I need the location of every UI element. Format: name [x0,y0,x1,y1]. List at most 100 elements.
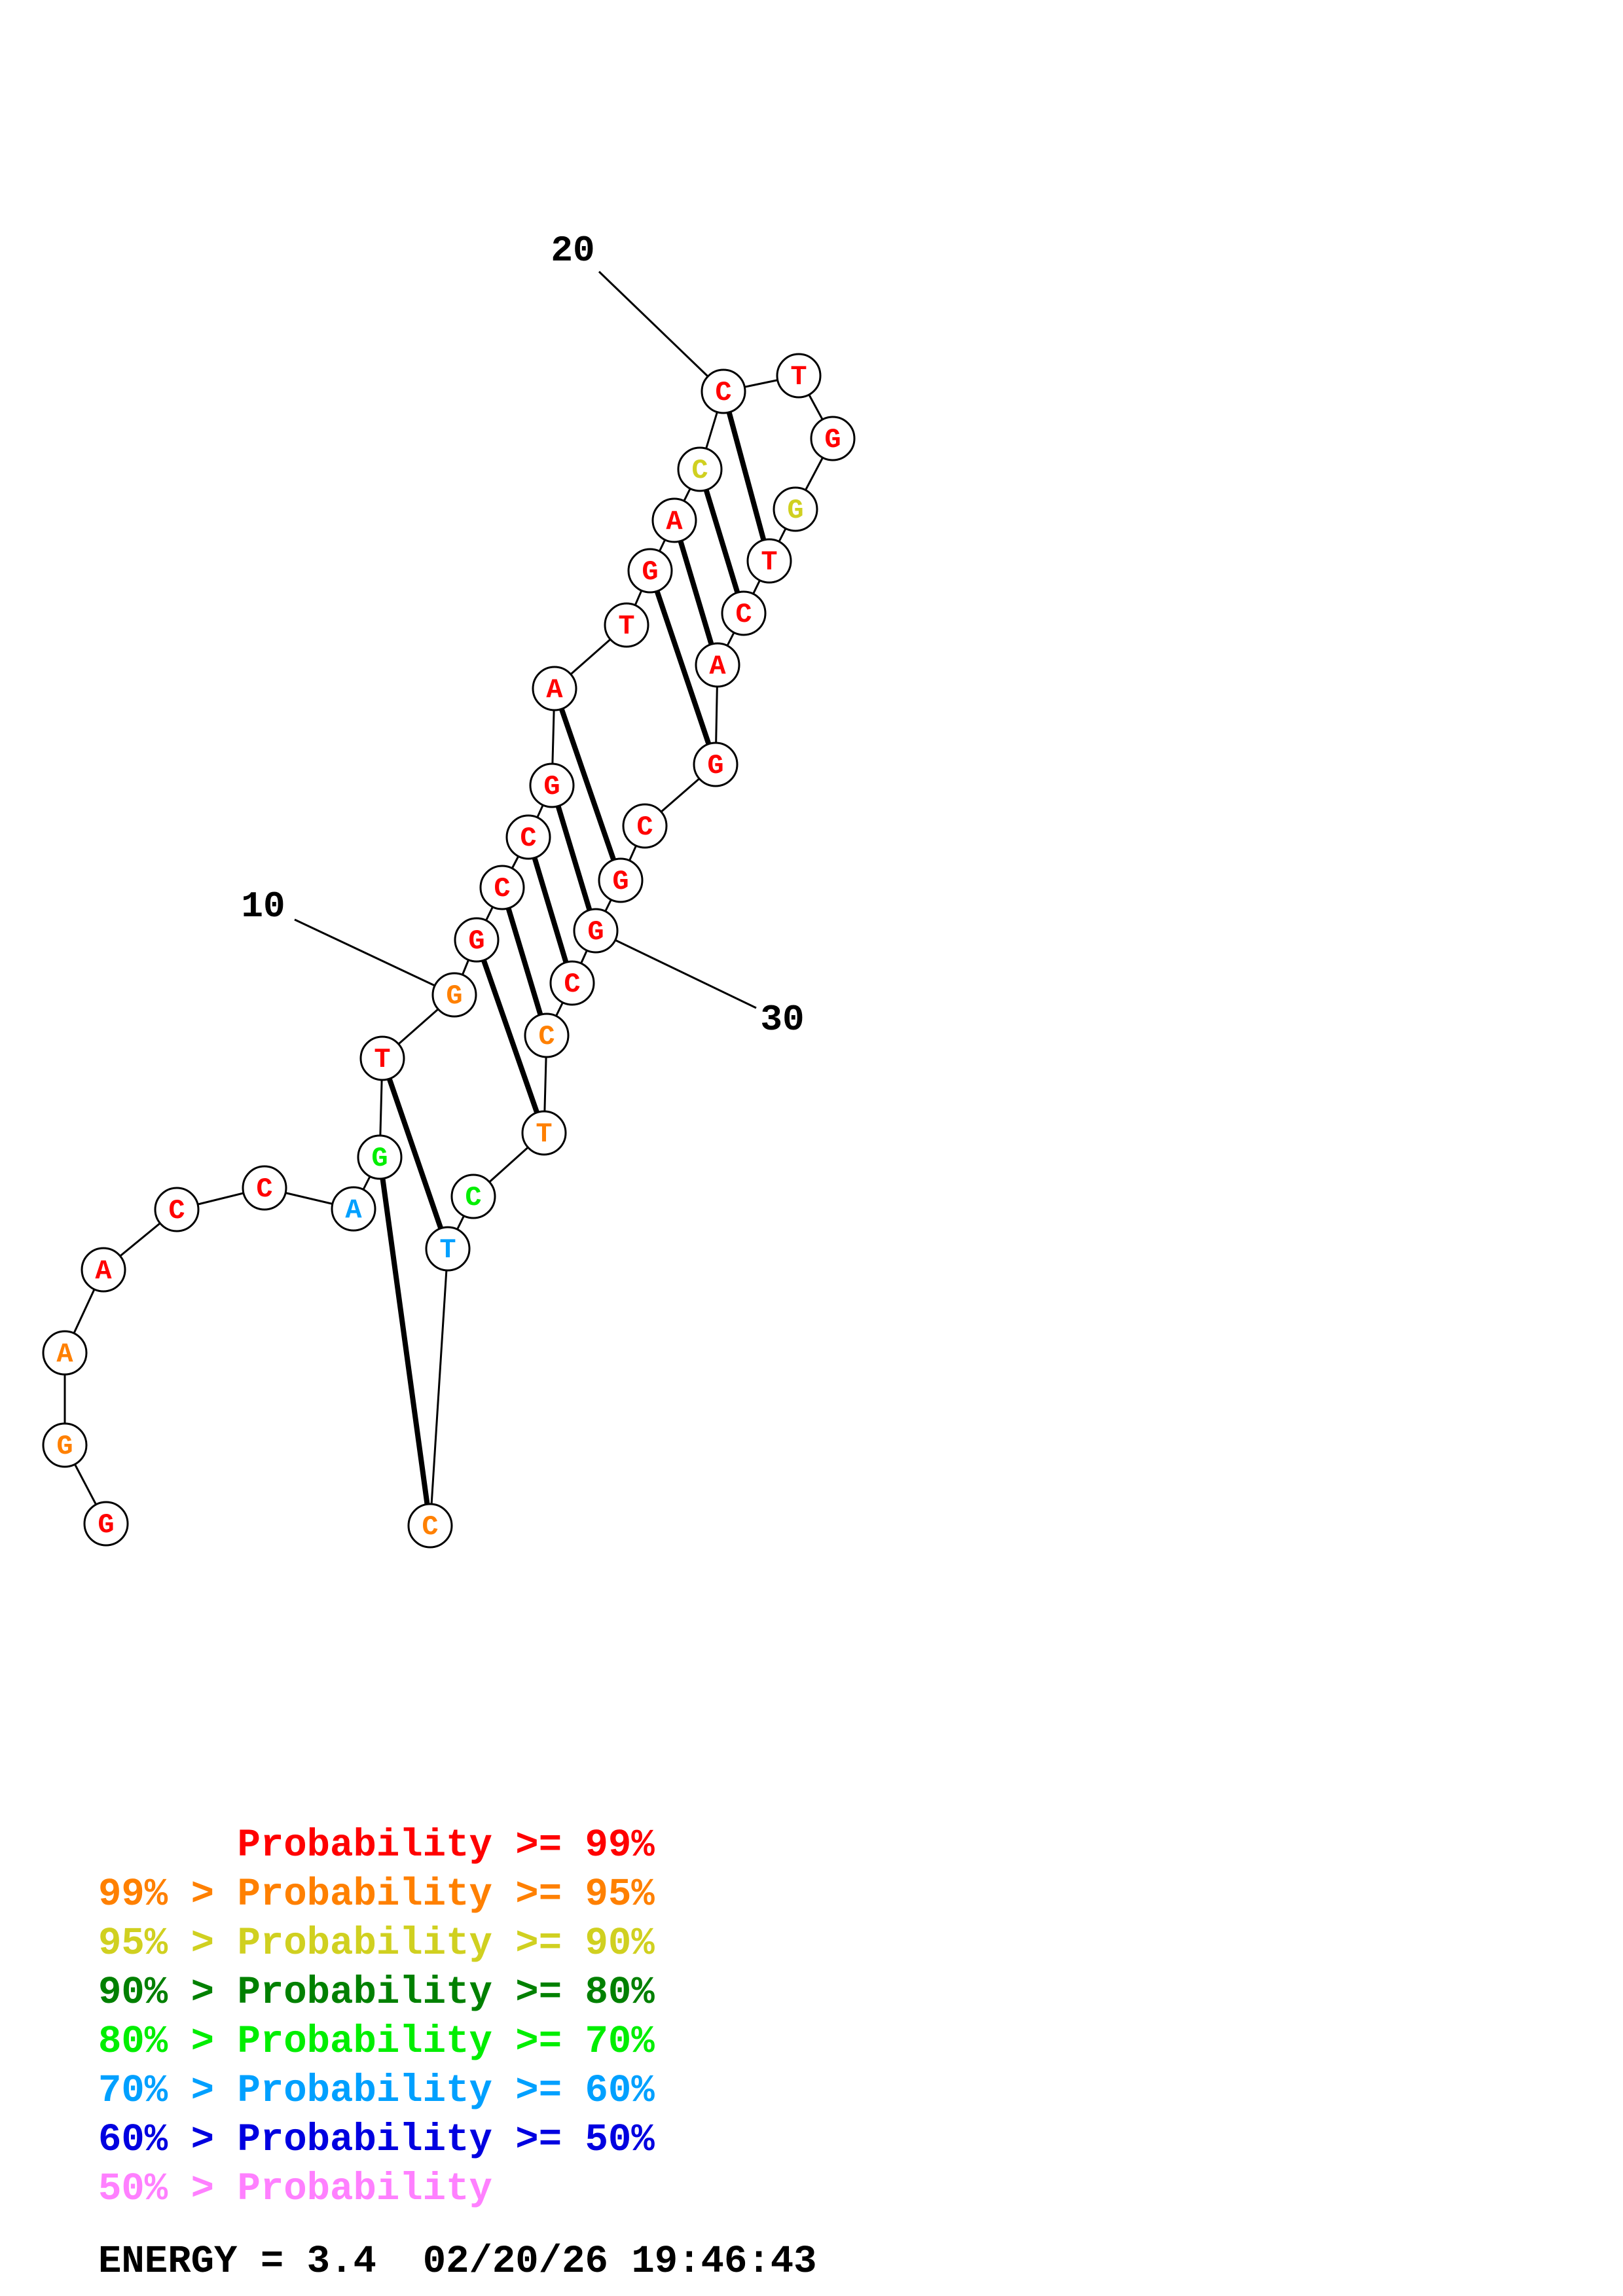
legend-entry: 80% > Probability >= 70% [98,2017,655,2066]
nucleotide: C [701,368,746,414]
nucleotide-circle [695,642,740,688]
nucleotide-circle [521,1110,567,1156]
base-pair-bonds [377,390,772,1526]
nucleotide-circle [773,486,818,532]
position-label-leader [595,929,757,1009]
base-pair-bond [552,687,623,882]
nucleotide-circle [450,1174,496,1219]
nucleotide: C [677,446,723,492]
nucleotide-letter: A [666,506,683,537]
nucleotide-letter: T [790,361,807,393]
nucleotide-letter: A [709,651,726,682]
nucleotide: T [359,1035,405,1081]
nucleotide-circle [357,1134,403,1180]
base-pair-bond [500,886,549,1037]
nucleotide: T [604,602,649,648]
nucleotide-letter: A [56,1338,73,1370]
nucleotide-circle [549,960,595,1006]
base-pair-bond [721,390,772,562]
legend-prefix: 50% > [98,2167,238,2211]
nucleotide-letter: A [345,1194,362,1226]
timestamp: 02/20/26 19:46:43 [422,2240,817,2284]
legend-prefix: 99% > [98,1873,238,1916]
legend-text: Probability >= 99% [237,1823,655,1867]
nucleotide-circle [677,446,723,492]
nucleotide: T [776,353,822,399]
position-label-leader [294,918,455,996]
legend-entry: 90% > Probability >= 80% [98,1968,655,2017]
nucleotide: C [549,960,595,1006]
nucleotide: C [505,814,551,860]
nucleotide-circle [431,972,477,1018]
nucleotide-letter: C [636,812,653,843]
nucleotide-letter: C [256,1174,272,1205]
nucleotide-letter: C [422,1511,438,1543]
nucleotide-circle [425,1226,471,1272]
nucleotide-circle [242,1165,287,1211]
nucleotide: C [479,865,525,910]
legend-entry: 95% > Probability >= 90% [98,1919,655,1968]
nucleotide: A [81,1247,126,1293]
nucleotide-letter: C [465,1182,481,1213]
nucleotide-letter: C [715,377,731,408]
nucleotide: G [810,416,856,461]
nucleotide-circle [776,353,822,399]
position-labels: 10 20 30 [241,230,804,1041]
nucleotide-letter: A [95,1255,112,1287]
base-pair-bond [697,468,746,615]
nucleotide-circle [746,538,792,584]
nucleotide-letter: C [691,455,708,486]
nucleotide-circle [651,497,697,543]
nucleotide-letter: G [824,424,841,456]
nucleotide-letter: G [56,1431,73,1462]
nucleotide-letter: G [446,980,462,1012]
legend-text: Probability >= 60% [237,2069,655,2113]
nucleotide-letter: T [761,547,777,578]
nucleotide-circle [454,917,500,963]
nucleotide: T [521,1110,567,1156]
base-pair-bond [380,1057,450,1250]
nucleotide-circle [505,814,551,860]
nucleotide: A [651,497,697,543]
legend-prefix: 90% > [98,1971,238,2015]
nucleotide-circle [573,908,619,954]
nucleotide: G [42,1422,88,1468]
legend-entry: 60% > Probability >= 50% [98,2115,655,2164]
nucleotide-letter: G [543,771,560,802]
nucleotide-letter: G [612,866,629,897]
nucleotide: G [529,762,575,808]
legend-entry: Probability >= 99% [98,1821,655,1870]
nucleotide: T [746,538,792,584]
nucleotide-circle [154,1187,200,1232]
nucleotide-letter: C [564,969,580,1000]
backbone-lines [64,374,834,1526]
nucleotide-letter: G [468,925,484,957]
probability-legend: Probability >= 99% 99% > Probability >= 9… [98,1821,655,2214]
nucleotide-circle [42,1422,88,1468]
nucleotide: A [331,1186,376,1232]
legend-prefix: 60% > [98,2118,238,2162]
nucleotide: C [721,590,767,636]
backbone-segment [429,1248,449,1526]
legend-prefix: 95% > [98,1922,238,1965]
base-pair-bond [474,939,547,1134]
position-label-10: 10 [241,886,285,927]
nucleotide: T [425,1226,471,1272]
nucleotide-circle [42,1330,88,1376]
legend-prefix: 70% > [98,2069,238,2113]
nucleotide-circle [359,1035,405,1081]
legend-text: Probability >= 50% [237,2118,655,2162]
nucleotide-circle [721,590,767,636]
nucleotide-circle [479,865,525,910]
nucleotide-letter: T [618,611,634,642]
nucleotide: G [773,486,818,532]
nucleotide: C [154,1187,200,1232]
footer: ENERGY = 3.4 02/20/26 19:46:43 [98,2240,817,2284]
nucleotide: G [454,917,500,963]
nucleotide: C [407,1503,453,1549]
nucleotide-circle [529,762,575,808]
position-label-30: 30 [760,999,804,1041]
nucleotide-letter: T [439,1234,456,1266]
nucleotide-letter: G [98,1509,114,1541]
legend-text: Probability >= 95% [237,1873,655,1916]
